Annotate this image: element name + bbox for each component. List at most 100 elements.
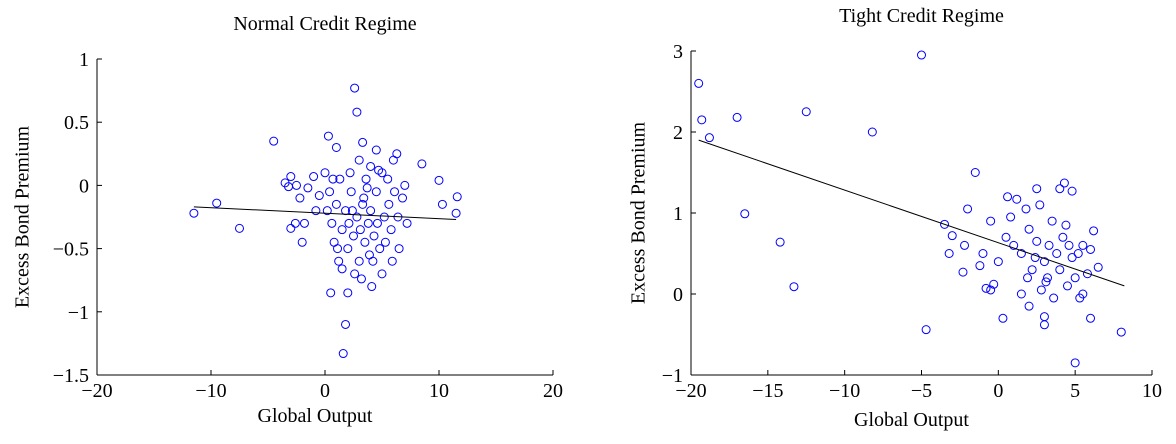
fit-line — [698, 139, 1125, 287]
scatter-point — [1052, 249, 1062, 258]
scatter-point — [1023, 273, 1033, 283]
scatter-point — [292, 180, 301, 190]
scatter-point — [390, 187, 400, 197]
scatter-point — [1039, 312, 1049, 322]
scatter-point — [402, 218, 412, 228]
scatter-point — [1078, 240, 1088, 250]
y-tick-label: −0.5 — [53, 239, 89, 261]
scatter-point — [1006, 212, 1016, 222]
scatter-point — [383, 174, 393, 184]
x-tick-label: −5 — [911, 380, 932, 402]
scatter-point — [379, 212, 389, 222]
scatter-point — [343, 288, 353, 298]
scatter-point — [367, 282, 377, 292]
x-tick-label: −15 — [752, 380, 783, 402]
scatter-point — [366, 206, 376, 216]
scatter-point — [1049, 293, 1059, 303]
scatter-point — [326, 288, 336, 298]
scatter-point — [921, 325, 931, 335]
scatter-point — [359, 193, 369, 203]
scatter-point — [360, 237, 370, 247]
scatter-point — [1055, 184, 1065, 194]
scatter-point — [372, 218, 382, 228]
y-tick-label: 0 — [673, 284, 683, 306]
y-tick-label: 2 — [673, 122, 683, 144]
scatter-point — [311, 206, 321, 216]
y-tick-label: −1 — [68, 302, 89, 324]
chart-title: Normal Credit Regime — [233, 13, 416, 35]
scatter-point — [697, 115, 707, 125]
x-tick-label: −20 — [81, 380, 112, 402]
scatter-point — [344, 218, 354, 228]
scatter-point — [1009, 240, 1019, 250]
scatter-point — [394, 244, 404, 254]
scatter-point — [975, 261, 985, 271]
scatter-point — [362, 183, 372, 193]
scatter-point — [732, 112, 742, 122]
y-tick-label: 0 — [79, 175, 89, 197]
scatter-point — [290, 218, 300, 228]
scatter-point — [328, 174, 338, 184]
scatter-point — [944, 249, 954, 258]
scatter-point — [235, 223, 244, 233]
x-tick-label: 10 — [1142, 380, 1162, 402]
scatter-point — [337, 264, 347, 274]
scatter-point — [320, 168, 330, 178]
scatter-point — [1062, 281, 1072, 291]
scatter-point — [366, 161, 376, 171]
scatter-point — [338, 349, 348, 359]
x-axis-label: Global Output — [854, 409, 969, 431]
scatter-point — [356, 274, 366, 284]
scatter-point — [1039, 320, 1049, 330]
x-tick-label: 10 — [429, 380, 449, 402]
scatter-point — [1041, 277, 1051, 287]
scatter-point — [354, 256, 364, 266]
scatter-point — [286, 172, 296, 182]
scatter-point — [1024, 301, 1034, 311]
y-tick-label: 3 — [673, 41, 683, 63]
scatter-point — [1043, 273, 1053, 283]
scatter-point — [1003, 192, 1013, 202]
scatter-point — [1073, 249, 1083, 258]
scatter-point — [386, 225, 396, 235]
scatter-point — [867, 127, 877, 137]
scatter-point — [1067, 253, 1077, 263]
scatter-point — [434, 175, 444, 185]
scatter-point — [1035, 200, 1045, 210]
scatter-point — [437, 199, 447, 209]
scatter-point — [334, 256, 344, 266]
scatter-point — [417, 159, 427, 169]
scatter-point — [349, 231, 358, 241]
scatter-point — [947, 231, 957, 241]
scatter-point — [1024, 224, 1034, 234]
scatter-point — [368, 256, 378, 266]
scatter-point — [325, 187, 335, 197]
scatter-point — [269, 136, 279, 146]
scatter-point — [1039, 257, 1049, 267]
scatter-point — [350, 269, 360, 279]
x-tick-label: 20 — [543, 380, 563, 402]
scatter-point — [331, 142, 341, 152]
scatter-point — [963, 204, 973, 214]
scatter-point — [314, 191, 324, 201]
scatter-point — [1075, 293, 1085, 303]
scatter-point — [341, 319, 351, 329]
y-tick-label: 0.5 — [64, 112, 89, 134]
scatter-point — [958, 267, 968, 277]
scatter-point — [1027, 265, 1037, 275]
scatter-point — [1016, 289, 1026, 299]
scatter-point — [303, 183, 313, 193]
scatter-point — [1067, 186, 1077, 196]
scatter-point — [322, 206, 332, 216]
scatter-point — [371, 187, 381, 197]
fit-line — [193, 206, 457, 221]
scatter-point — [1058, 232, 1068, 242]
scatter-point — [989, 279, 999, 289]
x-tick-label: 5 — [1070, 380, 1080, 402]
scatter-point — [335, 174, 345, 184]
scatter-point — [374, 165, 384, 175]
y-axis-label: Excess Bond Premium — [12, 125, 34, 308]
scatter-point — [354, 155, 364, 165]
scatter-point — [1116, 327, 1126, 337]
scatter-point — [380, 237, 390, 247]
